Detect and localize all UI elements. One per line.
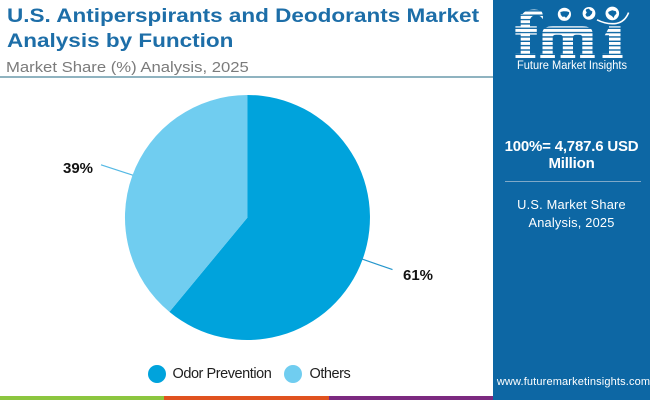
svg-text:Future Market Insights: Future Market Insights (517, 60, 627, 72)
